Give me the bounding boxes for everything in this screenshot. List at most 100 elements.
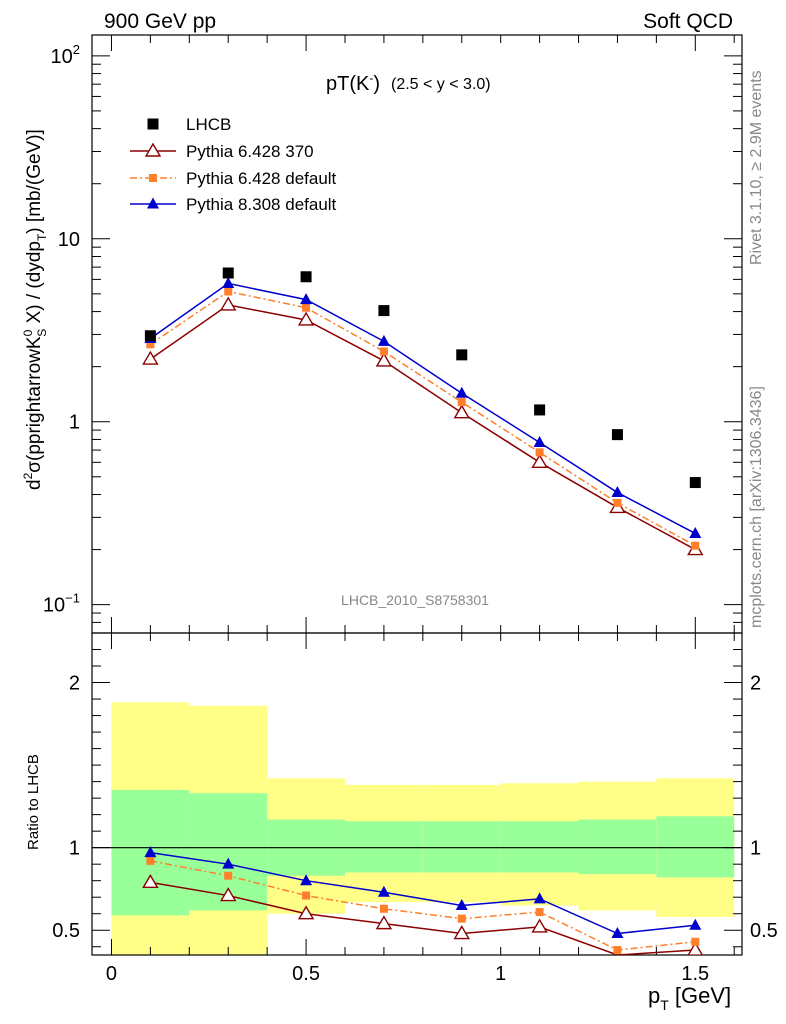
ratio-point-py8_default-4 <box>455 898 468 910</box>
ratio-y-tick-label-left-0: 0.5 <box>52 920 80 942</box>
ratio-series-group <box>142 846 704 955</box>
ratio-band-inner-7 <box>656 816 735 878</box>
x-tick-label-2: 1 <box>495 963 506 985</box>
legend: LHCB Pythia 6.428 370 Pythia 6.428 default… <box>130 115 337 214</box>
ratio-plot-frame <box>91 632 743 956</box>
plot-title-range: (2.5 < y < 3.0) <box>391 76 491 93</box>
main-point-py6_370-4 <box>453 404 470 419</box>
main-y-tick-label-0: 10−1 <box>43 591 80 617</box>
ratio-y-tick-label-right-2: 2 <box>750 673 761 695</box>
main-point-lhcb-5 <box>534 404 546 416</box>
ratio-point-py8_default-3 <box>377 885 390 897</box>
ratio-point-py6_default-4 <box>457 914 466 923</box>
ratio-point-py8_default-2 <box>300 874 313 886</box>
main-y-tick-label-1: 1 <box>69 412 80 434</box>
main-point-lhcb-1 <box>222 267 234 279</box>
plot-title: pT(K-) <box>326 71 380 95</box>
main-point-py6_default-5 <box>535 448 544 457</box>
ratio-point-py6_default-7 <box>691 937 700 946</box>
ratio-line-py6_default <box>150 860 696 951</box>
ratio-point-py8_default-0 <box>144 846 157 858</box>
main-y-tick-label-2: 10 <box>58 229 80 251</box>
main-point-py8_default-7 <box>689 526 702 538</box>
main-point-py6_default-7 <box>691 541 700 550</box>
main-point-py8_default-5 <box>533 435 546 447</box>
ratio-point-py8_default-7 <box>689 918 702 930</box>
ratio-point-py6_370-4 <box>453 925 470 940</box>
ratio-point-py6_370-1 <box>220 887 237 902</box>
ratio-point-py6_370-2 <box>297 905 315 920</box>
plot-title-sup: - <box>369 71 373 85</box>
rivet-version-label: Rivet 3.1.10, ≥ 2.9M events <box>748 70 765 265</box>
ratio-point-py8_default-1 <box>222 857 235 869</box>
ratio-plot-panel: 0 0.5 1 1.5 0.5 0.5 1 1 2 2 <box>52 632 778 985</box>
ratio-point-py6_default-2 <box>302 891 311 900</box>
main-point-lhcb-0 <box>144 330 156 342</box>
ratio-point-py8_default-6 <box>611 927 624 939</box>
main-point-py6_default-6 <box>613 498 622 507</box>
main-point-py6_default-3 <box>379 347 388 356</box>
main-y-tick-label-3: 102 <box>51 42 80 68</box>
main-point-lhcb-6 <box>611 429 623 441</box>
legend-marker-py8_default <box>147 197 159 209</box>
main-point-py6_370-0 <box>142 350 159 365</box>
legend-entry-py8_default: Pythia 8.308 default <box>130 195 337 214</box>
x-tick-label-3: 1.5 <box>681 963 709 985</box>
analysis-watermark: LHCB_2010_S8758301 <box>341 592 489 608</box>
ratio-y-tick-label-right-1: 1 <box>750 838 761 860</box>
header-left: 900 GeV pp <box>104 10 216 33</box>
legend-marker-lhcb <box>147 118 159 130</box>
ratio-band-inner-3 <box>344 821 423 873</box>
header-right: Soft QCD <box>643 10 733 33</box>
ratio-point-py6_default-3 <box>379 904 388 913</box>
main-point-lhcb-2 <box>300 271 312 283</box>
legend-entry-lhcb: LHCB <box>147 115 231 134</box>
ratio-y-tick-label-right-0: 0.5 <box>750 920 778 942</box>
ratio-band-inner-6 <box>578 819 657 875</box>
main-point-py6_default-0 <box>146 340 155 349</box>
main-point-py6_370-1 <box>220 296 237 311</box>
main-line-py6_370 <box>149 304 696 551</box>
main-point-py6_default-1 <box>224 287 233 296</box>
legend-label-lhcb: LHCB <box>186 115 231 134</box>
ratio-y-axis-label: Ratio to LHCB <box>25 754 42 850</box>
plot-title-main: pT(K <box>326 73 370 95</box>
legend-marker-py6_default <box>149 174 157 182</box>
main-point-py8_default-6 <box>611 486 624 498</box>
ratio-line-py8_default <box>150 851 696 935</box>
ratio-point-py6_370-0 <box>142 873 159 889</box>
main-point-py6_370-3 <box>375 352 393 367</box>
x-tick-label-0: 0 <box>106 963 117 985</box>
ratio-line-py6_370 <box>150 881 696 955</box>
main-point-py6_default-4 <box>457 398 466 407</box>
main-point-lhcb-7 <box>689 477 701 489</box>
main-point-lhcb-3 <box>378 305 390 317</box>
ratio-point-py6_370-7 <box>687 941 704 955</box>
legend-label-py6_default: Pythia 6.428 default <box>186 169 337 188</box>
main-point-py8_default-3 <box>377 334 390 346</box>
main-point-py8_default-1 <box>222 276 235 288</box>
main-series-group <box>142 267 704 556</box>
main-line-py8_default <box>149 282 696 535</box>
ratio-point-py6_default-0 <box>146 856 155 865</box>
ratio-y-tick-label-left-1: 1 <box>69 838 80 860</box>
ratio-point-py6_default-5 <box>535 908 544 917</box>
legend-entry-py6_default: Pythia 6.428 default <box>130 169 337 188</box>
x-axis-label: pT [GeV] <box>648 983 731 1013</box>
main-point-py6_default-2 <box>302 303 311 312</box>
main-point-py8_default-4 <box>455 386 468 398</box>
ratio-band-inner-5 <box>500 821 579 873</box>
ratio-point-py8_default-5 <box>533 892 546 904</box>
ratio-band-inner-4 <box>422 821 501 873</box>
main-point-py8_default-2 <box>300 293 313 305</box>
ratio-point-py6_default-1 <box>224 871 233 880</box>
main-point-py6_370-5 <box>531 453 548 469</box>
plot-title-close: ) <box>373 73 380 95</box>
main-y-axis-label: d2σ(pprightarrowK0S X) / (dydpT) [mb/(Ge… <box>21 129 49 490</box>
main-point-py6_370-2 <box>297 311 315 326</box>
legend-label-py8_default: Pythia 8.308 default <box>186 195 337 214</box>
ratio-y-tick-label-left-2: 2 <box>69 673 80 695</box>
main-point-lhcb-4 <box>456 349 468 361</box>
main-line-py6_default <box>149 290 696 547</box>
